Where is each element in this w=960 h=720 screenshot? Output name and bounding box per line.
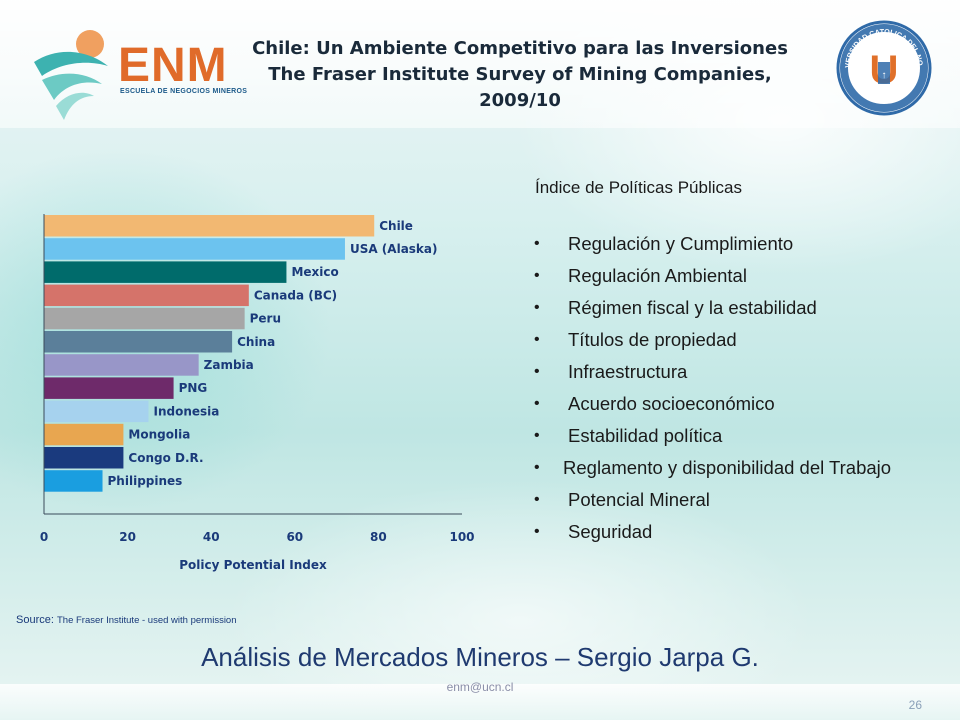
x-axis-label: Policy Potential Index bbox=[179, 558, 327, 572]
footer-email: enm@ucn.cl bbox=[446, 680, 514, 694]
header-band bbox=[0, 0, 960, 128]
policy-item: Acuerdo socioeconómico bbox=[520, 392, 930, 416]
x-tick-label: 60 bbox=[286, 530, 303, 544]
policy-item: Infraestructura bbox=[520, 360, 930, 384]
source-text: The Fraser Institute - used with permiss… bbox=[56, 615, 237, 626]
footer-band bbox=[0, 684, 960, 720]
bar-label: Mongolia bbox=[128, 428, 190, 442]
bar-usa-alaska bbox=[44, 238, 345, 260]
policy-item: Régimen fiscal y la estabilidad bbox=[520, 296, 930, 320]
svg-text:CHILE: CHILE bbox=[872, 93, 895, 104]
bar-label: Mexico bbox=[291, 265, 338, 279]
bar-chile bbox=[44, 215, 375, 237]
enm-logo: ENM ESCUELA DE NEGOCIOS MINEROS bbox=[28, 26, 247, 122]
bar-canada-bc bbox=[44, 284, 249, 307]
svg-text:↑: ↑ bbox=[882, 70, 887, 81]
bar-label: PNG bbox=[179, 381, 208, 395]
x-tick-label: 80 bbox=[370, 530, 387, 544]
policy-item: Títulos de propiedad bbox=[520, 328, 930, 352]
seal-bottom-text: CHILE bbox=[872, 93, 895, 104]
source-label: Source: bbox=[16, 614, 54, 626]
title-line-2: The Fraser Institute Survey of Mining Co… bbox=[268, 64, 772, 111]
policy-item: Potencial Mineral bbox=[520, 488, 930, 512]
policy-item: Estabilidad política bbox=[520, 424, 930, 448]
page-number: 26 bbox=[908, 698, 922, 712]
policy-list: Regulación y Cumplimiento Regulación Amb… bbox=[520, 232, 930, 552]
bar-china bbox=[44, 331, 233, 353]
bar-mexico bbox=[44, 261, 287, 283]
bar-mongolia bbox=[44, 423, 124, 446]
bar-label: Indonesia bbox=[154, 404, 220, 418]
policy-index-title: Índice de Políticas Públicas bbox=[535, 178, 742, 197]
policy-item: Regulación Ambiental bbox=[520, 264, 930, 288]
policy-item: Reglamento y disponibilidad del Trabajo bbox=[520, 456, 930, 480]
policy-potential-chart: Chile USA (Alaska) Mexico Canada (BC) Peru Ch… bbox=[40, 214, 475, 572]
bar-label: USA (Alaska) bbox=[350, 242, 438, 256]
enm-swoosh-icon bbox=[34, 30, 108, 120]
bar-label: Zambia bbox=[204, 358, 254, 372]
ucn-seal-icon: UNIVERSIDAD CATOLICA DEL NORTE CHILE U ↑ bbox=[836, 20, 932, 116]
enm-logo-subtitle: ESCUELA DE NEGOCIOS MINEROS bbox=[120, 88, 248, 95]
bar-label: Philippines bbox=[108, 474, 183, 488]
footer-title: Análisis de Mercados Mineros – Sergio Ja… bbox=[201, 642, 759, 672]
enm-logo-text: ENM bbox=[118, 39, 228, 92]
x-tick-label: 20 bbox=[119, 530, 136, 544]
bar-congo-d-r bbox=[44, 447, 124, 469]
page-title: Chile: Un Ambiente Competitivo para las … bbox=[230, 36, 810, 114]
bar-png bbox=[44, 377, 174, 399]
bar-zambia bbox=[44, 354, 199, 376]
title-line-1: Chile: Un Ambiente Competitivo para las … bbox=[252, 38, 788, 59]
bar-label: Canada (BC) bbox=[254, 288, 337, 302]
source-note: Source: The Fraser Institute - used with… bbox=[16, 614, 237, 626]
x-tick-label: 40 bbox=[203, 530, 220, 544]
x-tick-label: 100 bbox=[449, 530, 474, 544]
policy-item: Seguridad bbox=[520, 520, 930, 544]
bar-indonesia bbox=[44, 400, 149, 423]
bar-label: Peru bbox=[250, 312, 281, 326]
policy-item: Regulación y Cumplimiento bbox=[520, 232, 930, 256]
bar-label: Congo D.R. bbox=[128, 451, 203, 465]
bar-label: China bbox=[237, 335, 275, 349]
bar-philippines bbox=[44, 470, 103, 492]
bar-label: Chile bbox=[379, 219, 413, 233]
bar-peru bbox=[44, 307, 245, 330]
x-tick-label: 0 bbox=[40, 530, 48, 544]
